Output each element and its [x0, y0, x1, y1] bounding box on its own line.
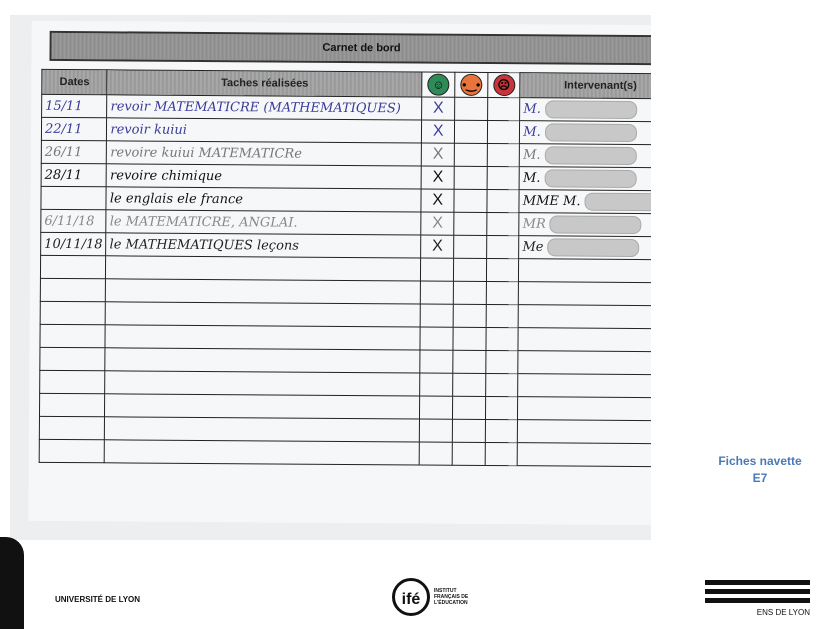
row-mark-bad: [487, 120, 520, 144]
redaction-blur: [547, 238, 640, 258]
document-photo: Carnet de bord Dates Taches réalisées ☺ …: [10, 15, 651, 540]
header-tasks: Taches réalisées: [107, 69, 423, 97]
row-date: 28/11: [41, 163, 107, 187]
row-task: revoir MATEMATICRE (MATHEMATIQUES): [106, 94, 423, 120]
logbook-sheet: Carnet de bord Dates Taches réalisées ☺ …: [28, 20, 651, 526]
row-date: 22/11: [41, 117, 107, 141]
row-intervenant: M.: [519, 97, 651, 122]
logbook-title: Carnet de bord: [49, 30, 651, 66]
universite-de-lyon-logo: UNIVERSITÉ DE LYON: [55, 595, 141, 604]
redaction-blur: [544, 146, 637, 165]
row-mark-bad: [486, 166, 520, 190]
header-neutral: •‿•: [454, 72, 488, 98]
row-mark-neutral: [453, 212, 487, 236]
row-mark-bad: [486, 189, 520, 213]
redaction-blur: [544, 100, 637, 119]
row-intervenant: M.: [519, 143, 651, 168]
row-task: le englais ele france: [106, 186, 422, 212]
row-mark-good: X: [421, 211, 455, 236]
row-intervenant: MME M.: [519, 189, 651, 214]
redaction-blur: [544, 169, 637, 188]
slide-corner-tab: [0, 537, 24, 629]
row-mark-neutral: [454, 166, 487, 190]
header-dates: Dates: [41, 69, 108, 95]
header-intervenant: Intervenant(s): [520, 72, 651, 99]
row-intervenant: MR: [519, 212, 651, 237]
row-task: le MATEMATICRE, ANGLAI.: [106, 209, 422, 235]
ens-de-lyon-logo: ENS DE LYON: [705, 580, 810, 617]
row-task: revoire chimique: [106, 163, 422, 189]
empty-row: [39, 439, 651, 467]
row-date: 10/11/18: [40, 232, 107, 256]
happy-face-icon: ☺: [427, 73, 450, 96]
row-date: 15/11: [41, 94, 108, 118]
row-mark-good: X: [421, 188, 455, 213]
row-task: le MATHEMATIQUES leçons: [106, 232, 422, 258]
sad-face-icon: ☹: [492, 73, 515, 97]
row-mark-neutral: [454, 120, 488, 144]
caption-title: Fiches navette: [718, 454, 802, 468]
row-intervenant: Me: [518, 235, 651, 260]
row-task: revoire kuiui MATEMATICRe: [106, 140, 422, 166]
ife-logo: ifé INSTITUT FRANÇAIS DE L'ÉDUCATION: [392, 578, 472, 622]
redaction-blur: [549, 215, 642, 235]
redaction-blur: [544, 123, 637, 142]
row-mark-bad: [487, 97, 521, 121]
caption-code: E7: [752, 471, 768, 485]
row-mark-bad: [486, 235, 520, 259]
logbook-table: Dates Taches réalisées ☺ •‿• ☹ Intervena…: [39, 69, 651, 467]
row-date: [40, 186, 107, 210]
neutral-face-icon: •‿•: [460, 73, 483, 96]
redaction-blur: [584, 192, 651, 212]
row-mark-good: X: [421, 234, 454, 259]
row-mark-neutral: [453, 235, 487, 259]
row-intervenant: M.: [519, 166, 651, 191]
row-task: revoir kuiui: [106, 117, 423, 143]
row-mark-good: X: [421, 119, 455, 144]
row-mark-bad: [486, 212, 520, 236]
row-mark-neutral: [454, 189, 487, 213]
row-mark-good: X: [421, 165, 455, 190]
row-date: 6/11/18: [40, 209, 107, 233]
row-mark-bad: [486, 143, 520, 167]
row-mark-neutral: [454, 143, 488, 167]
header-bad: ☹: [487, 72, 521, 98]
ens-logo-mark: [705, 580, 810, 604]
row-date: 26/11: [41, 140, 107, 164]
row-mark-neutral: [454, 97, 488, 121]
slide-caption: Fiches navette E7: [700, 453, 820, 487]
row-mark-good: X: [422, 96, 455, 121]
row-intervenant: M.: [519, 120, 651, 145]
header-good: ☺: [422, 72, 455, 98]
row-mark-good: X: [421, 142, 455, 167]
